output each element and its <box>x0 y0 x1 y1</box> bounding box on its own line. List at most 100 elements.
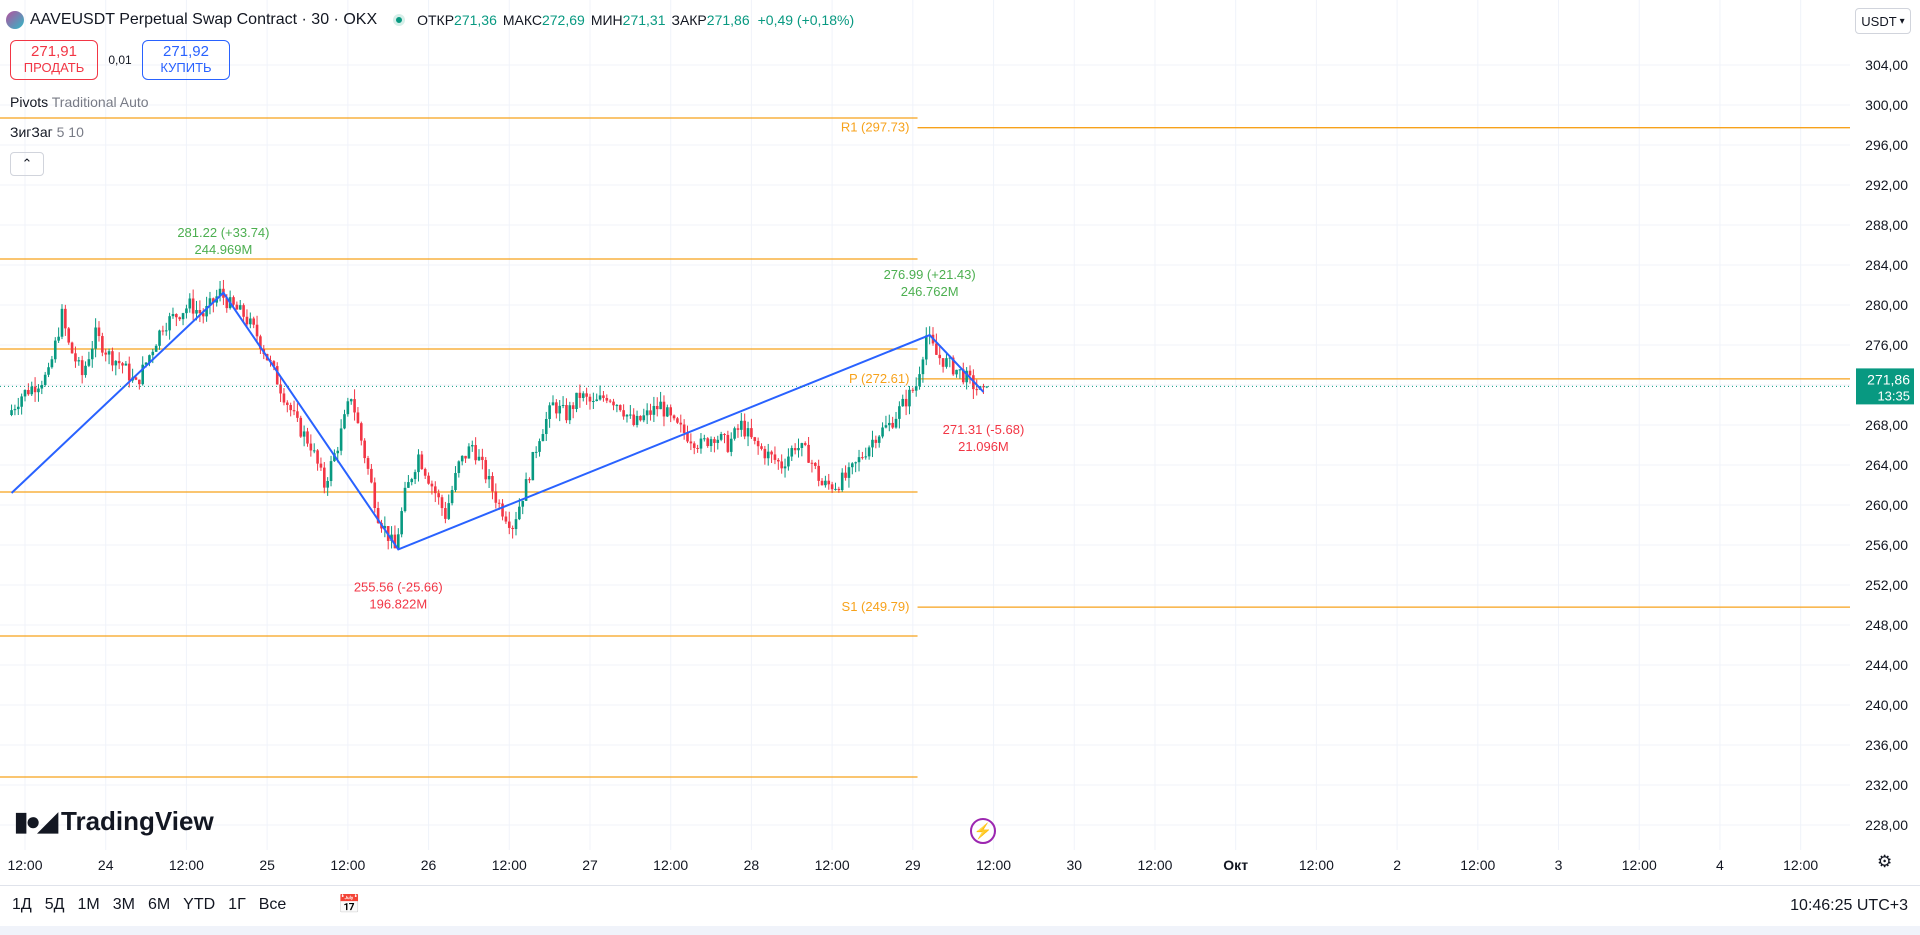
trade-panel: 271,91 ПРОДАТЬ 0,01 271,92 КУПИТЬ <box>10 40 230 80</box>
range-button[interactable]: Все <box>258 896 287 913</box>
candle-body <box>94 327 97 349</box>
candle-body <box>484 460 488 480</box>
price-tick-label: 296,00 <box>1865 137 1908 153</box>
candle-body <box>370 468 373 483</box>
candle-body <box>945 358 948 367</box>
candle-body <box>864 456 868 458</box>
zigzag-volume-label: 244.969M <box>195 242 253 257</box>
time-tick-label: 12:00 <box>330 857 365 873</box>
candle-body <box>830 484 834 490</box>
candle-body <box>114 360 118 366</box>
indicator-pivots[interactable]: Pivots Traditional Auto <box>10 94 149 110</box>
range-button[interactable]: YTD <box>183 896 216 913</box>
price-tick-label: 276,00 <box>1865 337 1908 353</box>
candle-body <box>447 503 451 519</box>
indicator-zigzag[interactable]: ЗигЗаг 5 10 <box>10 124 84 140</box>
candle-body <box>373 482 377 508</box>
candle-body <box>188 298 192 309</box>
candle-body <box>366 458 370 469</box>
candle-body <box>57 336 60 341</box>
candle-body <box>201 313 205 317</box>
candle-body <box>938 354 942 359</box>
market-status-icon <box>393 14 406 26</box>
pivot-label: S1 (249.79) <box>842 599 910 614</box>
open-value: 271,36 <box>454 12 497 28</box>
candle-body <box>376 507 380 523</box>
candle-body <box>168 316 171 331</box>
candle-body <box>847 467 851 478</box>
axis-settings-icon[interactable]: ⚙ <box>1877 852 1893 871</box>
time-tick-label: 12:00 <box>815 857 850 873</box>
candle-body <box>951 357 955 375</box>
candle-body <box>208 298 212 306</box>
candle-body <box>252 318 255 325</box>
change-value: +0,49 (+0,18%) <box>757 12 855 28</box>
candle-body <box>861 457 864 459</box>
candle-body <box>672 415 676 419</box>
candle-body <box>178 317 181 320</box>
candle-body <box>797 447 800 451</box>
candle-body <box>844 472 847 478</box>
candle-body <box>158 330 161 346</box>
sell-button[interactable]: 271,91 ПРОДАТЬ <box>10 40 98 80</box>
time-tick-label: 12:00 <box>492 857 527 873</box>
candle-body <box>70 342 74 354</box>
range-button[interactable]: 1М <box>77 896 100 913</box>
candle-body <box>645 410 649 416</box>
high-label: МАКС <box>502 12 542 28</box>
collapse-indicators-button[interactable]: ⌃ <box>10 152 44 176</box>
candle-body <box>383 526 387 529</box>
candle-body <box>696 447 699 449</box>
candle-body <box>10 410 13 415</box>
symbol-title[interactable]: AAVEUSDT Perpetual Swap Contract · 30 · … <box>30 11 378 28</box>
pivot-levels: R1 (297.73) P (272.61) S1 (249.79) <box>841 120 1850 614</box>
candle-body <box>649 410 652 415</box>
time-tick-label: 29 <box>905 857 921 873</box>
candle-body <box>205 305 208 317</box>
candle-body <box>494 491 498 503</box>
candle-body <box>255 324 259 337</box>
currency-selector[interactable]: USDT ▾ <box>1855 8 1911 34</box>
date-range-buttons: 1Д 5Д 1М 3М 6М YTD 1Г Все <box>12 896 299 914</box>
lightning-icon[interactable]: ⚡ <box>970 818 996 844</box>
candle-body <box>551 402 555 406</box>
zigzag-indicator <box>10 291 985 551</box>
range-button[interactable]: 3М <box>112 896 135 913</box>
zigzag-labels: 281.22 (+33.74) 244.969M 276.99 (+21.43) 24… <box>177 225 1024 612</box>
candle-body <box>343 414 346 429</box>
candle-body <box>299 417 303 437</box>
candle-body <box>948 357 952 359</box>
candle-body <box>632 414 636 425</box>
price-tick-label: 232,00 <box>1865 777 1908 793</box>
candle-body <box>679 422 683 425</box>
candle-body <box>961 369 965 383</box>
time-tick-label: 12:00 <box>976 857 1011 873</box>
candle-body <box>181 313 185 320</box>
range-button[interactable]: 6М <box>147 896 171 913</box>
candle-body <box>323 467 326 488</box>
time-axis: 12:00 24 12:00 25 12:00 26 12:00 27 12:00 28 12:00… <box>7 857 1818 873</box>
candle-body <box>312 450 316 452</box>
candle-body <box>783 466 787 469</box>
candle-body <box>581 393 585 398</box>
candle-body <box>249 318 252 325</box>
candle-body <box>521 500 525 507</box>
calendar-icon[interactable]: 📅 <box>338 894 361 914</box>
buy-button[interactable]: 271,92 КУПИТЬ <box>142 40 230 80</box>
candle-body <box>440 497 444 509</box>
candle-body <box>803 443 807 445</box>
candle-body <box>275 366 279 385</box>
range-button[interactable]: 1Д <box>12 896 32 913</box>
range-button[interactable]: 5Д <box>44 896 65 913</box>
candle-body <box>639 415 642 421</box>
time-tick-label: 25 <box>259 857 275 873</box>
zigzag-volume-label: 246.762M <box>901 284 959 299</box>
candle-body <box>470 445 474 447</box>
candle-body <box>773 454 777 460</box>
candle-body <box>444 508 447 519</box>
candle-body <box>544 418 548 435</box>
candle-body <box>743 420 746 437</box>
price-tick-label: 264,00 <box>1865 457 1908 473</box>
range-button[interactable]: 1Г <box>228 896 246 913</box>
